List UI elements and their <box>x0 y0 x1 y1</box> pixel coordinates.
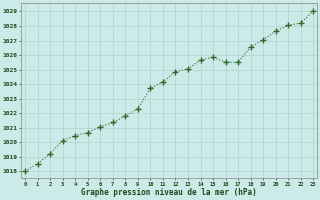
X-axis label: Graphe pression niveau de la mer (hPa): Graphe pression niveau de la mer (hPa) <box>81 188 257 197</box>
